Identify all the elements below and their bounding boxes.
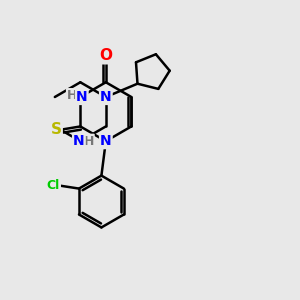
Text: H: H [83, 135, 94, 148]
Text: O: O [99, 48, 112, 63]
Text: N: N [73, 134, 85, 148]
Text: S: S [51, 122, 62, 137]
Text: N: N [100, 90, 112, 104]
Text: N: N [76, 90, 88, 104]
Text: H: H [67, 89, 77, 102]
Text: N: N [100, 134, 112, 148]
Text: Cl: Cl [47, 179, 60, 192]
